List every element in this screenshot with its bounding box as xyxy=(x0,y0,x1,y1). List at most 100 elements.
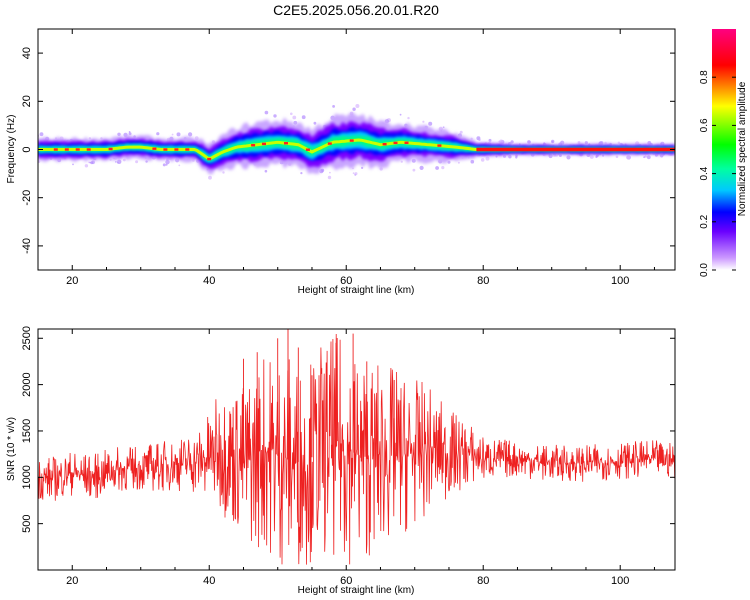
spectrogram-speckle xyxy=(293,120,298,125)
spectrogram-speckle xyxy=(577,141,581,144)
colorbar-tick-label: 0.0 xyxy=(699,263,710,277)
spectrogram-hotspot xyxy=(75,148,80,151)
snr-plot-area xyxy=(38,329,675,565)
spectrogram-speckle xyxy=(428,121,433,126)
spectrogram-speckle xyxy=(480,158,485,162)
spectrogram-speckle xyxy=(122,158,126,162)
snr-ytick-label: 2500 xyxy=(21,326,33,350)
spectrogram-hotspot xyxy=(262,142,266,146)
spectrogram-speckle xyxy=(178,164,181,167)
snr-series-line xyxy=(38,333,675,565)
spectrogram-hotspot xyxy=(174,148,179,151)
spectrogram-speckle xyxy=(399,113,402,116)
spectrogram-speckle xyxy=(264,110,269,115)
colorbar: 0.0 0.2 0.4 0.6 0.8 Normalized spectral ampl… xyxy=(699,29,748,277)
spectrogram-speckle xyxy=(117,159,122,164)
spectrogram-speckle xyxy=(88,137,92,140)
spectrogram-ytick-label: 20 xyxy=(21,95,33,107)
spectrogram-xtick-label: 80 xyxy=(477,275,489,287)
snr-panel: 20 40 60 80 100 500 1000 1500 2000 2500 Height of… xyxy=(6,326,676,596)
spectrogram-xlabel: Height of straight line (km) xyxy=(298,285,415,296)
spectrogram-speckle xyxy=(527,140,531,144)
spectrogram-xtick-label: 100 xyxy=(611,275,629,287)
spectrogram-speckle xyxy=(419,165,424,170)
spectrogram-speckle xyxy=(165,163,168,166)
spectrogram-speckle xyxy=(589,155,594,159)
spectrogram-speckle xyxy=(222,171,225,174)
snr-xlabel: Height of straight line (km) xyxy=(298,585,415,596)
colorbar-label: Normalized spectral amplitude xyxy=(737,81,748,216)
spectrogram-hotspot xyxy=(251,144,256,147)
snr-ytick-label: 1500 xyxy=(21,419,33,443)
spectrogram-speckle xyxy=(188,132,193,137)
spectrogram-speckle xyxy=(400,160,403,163)
colorbar-tick-label: 0.6 xyxy=(699,118,710,132)
spectrogram-speckle xyxy=(508,155,512,159)
snr-xtick-label: 40 xyxy=(203,575,215,587)
spectrogram-speckle xyxy=(495,155,498,158)
snr-xtick-label: 100 xyxy=(611,575,629,587)
spectrogram-speckle xyxy=(327,175,332,180)
spectrogram-speckle xyxy=(313,121,317,125)
spectrogram-speckle xyxy=(647,141,652,145)
spectrogram-speckle xyxy=(584,141,588,145)
spectrogram-ticks: 20 40 60 80 100 40 20 0 -20 -40 xyxy=(21,29,675,287)
spectrogram-speckle xyxy=(117,132,121,136)
spectrogram-hotspot xyxy=(86,148,91,151)
snr-xtick-label: 20 xyxy=(66,575,78,587)
spectrogram-speckle xyxy=(208,175,212,180)
spectrogram-speckle xyxy=(165,159,170,165)
spectrogram-speckle xyxy=(84,164,89,168)
spectrogram-speckle xyxy=(566,155,571,160)
spectrogram-speckle xyxy=(171,133,174,136)
snr-ytick-label: 500 xyxy=(21,514,33,532)
spectrogram-speckle xyxy=(626,155,631,160)
spectrogram-speckle xyxy=(457,161,460,164)
spectrogram-hotspot xyxy=(437,144,442,147)
spectrogram-speckle xyxy=(435,166,439,170)
spectrogram-hotspot xyxy=(108,147,113,151)
spectrogram-speckle xyxy=(488,138,492,142)
spectrogram-hotspot xyxy=(305,148,310,151)
spectrogram-speckle xyxy=(422,120,425,123)
spectrogram-speckle xyxy=(264,169,268,173)
spectrogram-panel: 20 40 60 80 100 40 20 0 -20 -40 Height of straigh… xyxy=(6,28,676,296)
spectrogram-speckle xyxy=(290,112,293,116)
spectrogram-ytick-label: 40 xyxy=(21,47,33,59)
snr-ytick-label: 1000 xyxy=(21,465,33,489)
spectrogram-speckle xyxy=(352,172,355,175)
spectrogram-speckle xyxy=(145,160,148,163)
spectrogram-hotspot xyxy=(207,157,212,161)
spectrogram-speckle xyxy=(115,161,117,163)
spectrogram-speckle xyxy=(354,172,358,176)
spectrogram-speckle xyxy=(617,141,621,145)
spectrogram-band-cyan xyxy=(38,131,675,163)
spectrogram-hotspot xyxy=(349,139,354,142)
spectrogram-hotspot xyxy=(404,141,409,144)
spectrogram-xtick-label: 20 xyxy=(66,275,78,287)
snr-ytick-label: 2000 xyxy=(21,372,33,396)
spectrogram-speckle xyxy=(162,163,166,167)
spectrogram-speckle xyxy=(478,138,481,141)
colorbar-tick-label: 0.8 xyxy=(699,70,710,84)
spectrogram-speckle xyxy=(411,158,416,163)
spectrogram-xtick-label: 40 xyxy=(203,275,215,287)
spectrogram-xtick-label: 60 xyxy=(340,275,352,287)
spectrogram-hotspot xyxy=(393,141,398,145)
spectrogram-hotspot xyxy=(327,142,332,145)
spectrogram-speckle xyxy=(273,114,277,118)
spectrogram-hotspot xyxy=(284,142,288,145)
spectrogram-hotspot xyxy=(53,148,58,151)
spectrogram-heatmap xyxy=(38,104,675,180)
colorbar-tick-label: 0.4 xyxy=(699,166,710,180)
figure-title: C2E5.2025.056.20.01.R20 xyxy=(273,2,439,18)
spectrogram-hotspot xyxy=(152,147,157,150)
colorbar-gradient xyxy=(712,29,736,270)
spectrogram-ytick-label: 0 xyxy=(21,146,33,152)
spectrogram-speckle xyxy=(355,104,360,108)
spectrogram-speckle xyxy=(470,159,475,164)
spectrogram-speckle xyxy=(615,155,619,159)
spectrogram-speckle xyxy=(515,154,518,157)
spectrogram-speckle xyxy=(194,136,199,141)
spectrogram-ytick-label: -20 xyxy=(21,190,33,206)
